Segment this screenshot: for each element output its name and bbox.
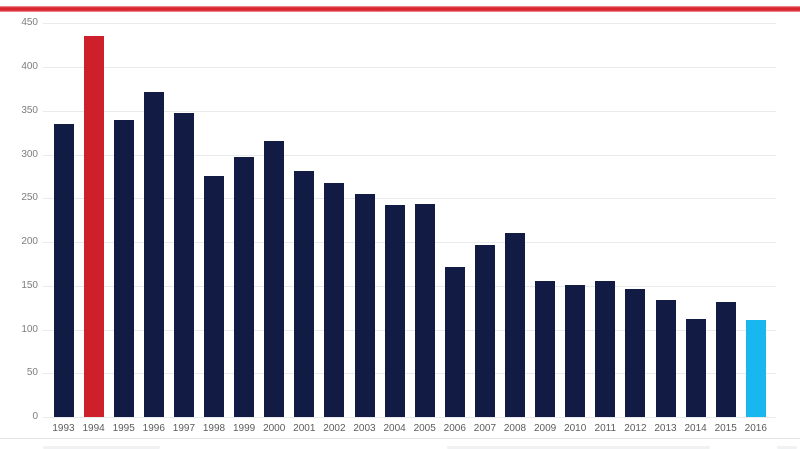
x-tick-label-1997: 1997 <box>172 423 196 434</box>
x-tick-label-2011: 2011 <box>594 423 617 434</box>
bar-1995[interactable] <box>113 120 134 417</box>
bar-2016[interactable] <box>745 319 766 417</box>
bar-2014[interactable] <box>685 319 706 417</box>
y-tick-label-0: 0 <box>32 411 38 422</box>
gridline-150 <box>43 286 776 287</box>
gridline-50 <box>43 373 776 374</box>
y-tick-label-100: 100 <box>21 324 38 335</box>
bar-2003[interactable] <box>354 193 375 417</box>
x-tick-label-2012: 2012 <box>624 423 647 434</box>
caption-smudge-1 <box>43 446 160 449</box>
bar-2004[interactable] <box>384 205 405 418</box>
x-tick-label-2009: 2009 <box>533 423 557 434</box>
bar-2001[interactable] <box>294 171 315 417</box>
top-accent-line <box>0 6 800 12</box>
x-tick-label-2016: 2016 <box>744 423 767 434</box>
caption-smudge-2 <box>447 446 710 449</box>
x-tick-label-2002: 2002 <box>323 423 346 434</box>
gridline-300 <box>43 155 776 156</box>
x-tick-label-2006: 2006 <box>443 423 466 434</box>
y-tick-label-150: 150 <box>21 280 38 291</box>
bar-1997[interactable] <box>173 113 194 417</box>
y-tick-label-400: 400 <box>21 61 38 72</box>
bar-1994[interactable] <box>83 35 104 417</box>
y-tick-label-50: 50 <box>26 367 38 378</box>
bar-2015[interactable] <box>715 302 736 417</box>
bar-2009[interactable] <box>535 280 556 417</box>
gridline-450 <box>43 23 776 24</box>
x-tick-label-2013: 2013 <box>654 423 677 434</box>
x-tick-label-2000: 2000 <box>263 423 286 434</box>
gridline-250 <box>43 198 776 199</box>
x-tick-label-2005: 2005 <box>413 423 436 434</box>
gridline-350 <box>43 111 776 112</box>
y-tick-label-450: 450 <box>21 17 38 28</box>
bar-1999[interactable] <box>234 157 255 417</box>
y-tick-label-200: 200 <box>21 236 38 247</box>
gridline-100 <box>43 330 776 331</box>
bar-2005[interactable] <box>414 204 435 417</box>
y-tick-label-300: 300 <box>21 149 38 160</box>
x-tick-label-2001: 2001 <box>293 423 316 434</box>
x-tick-label-2007: 2007 <box>473 423 497 434</box>
bar-1996[interactable] <box>143 91 164 417</box>
bar-1993[interactable] <box>53 123 74 417</box>
bar-2010[interactable] <box>565 284 586 417</box>
bar-2013[interactable] <box>655 299 676 418</box>
x-tick-label-1995: 1995 <box>112 423 135 434</box>
bar-2006[interactable] <box>444 266 465 417</box>
gridline-200 <box>43 242 776 243</box>
y-tick-label-250: 250 <box>21 192 38 203</box>
bar-2002[interactable] <box>324 182 345 417</box>
x-tick-label-1998: 1998 <box>202 423 226 434</box>
x-tick-label-2003: 2003 <box>353 423 376 434</box>
gridline-400 <box>43 67 776 68</box>
bar-2012[interactable] <box>625 289 646 418</box>
bar-2008[interactable] <box>505 233 525 418</box>
x-tick-label-2014: 2014 <box>684 423 707 434</box>
x-tick-label-1993: 1993 <box>52 423 75 434</box>
caption-smudge-3 <box>777 446 797 449</box>
bar-1998[interactable] <box>204 176 224 417</box>
y-tick-label-350: 350 <box>21 105 38 116</box>
x-tick-label-1999: 1999 <box>232 423 256 434</box>
x-tick-label-2015: 2015 <box>714 423 737 434</box>
bar-2011[interactable] <box>595 281 616 417</box>
bottom-divider <box>0 438 800 439</box>
x-tick-label-1996: 1996 <box>142 423 165 434</box>
x-tick-label-2010: 2010 <box>564 423 587 434</box>
x-tick-label-2004: 2004 <box>383 423 406 434</box>
gridline-0 <box>43 417 776 418</box>
bar-2000[interactable] <box>264 141 285 417</box>
x-tick-label-2008: 2008 <box>503 423 527 434</box>
x-tick-label-1994: 1994 <box>82 423 105 434</box>
bar-2007[interactable] <box>474 244 495 417</box>
